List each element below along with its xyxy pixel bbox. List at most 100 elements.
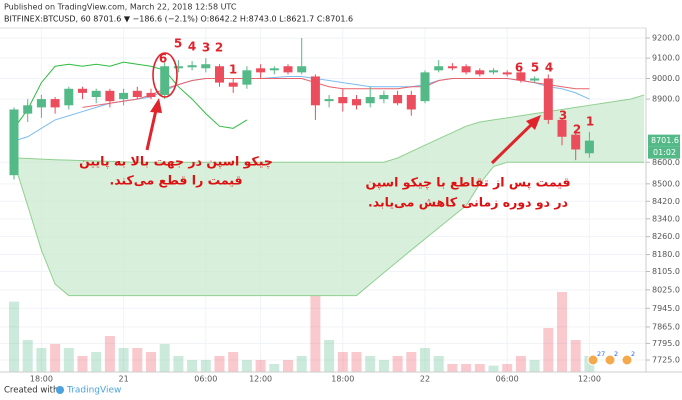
- candle-body: [283, 66, 293, 73]
- candle-body: [516, 72, 526, 81]
- candle-body: [297, 66, 307, 73]
- marker-left: 2: [215, 41, 223, 55]
- y-tick-label: 9200.0: [652, 33, 680, 42]
- volume-bar: [406, 352, 417, 372]
- volume-bar: [173, 356, 184, 372]
- y-tick-label: 8025.0: [652, 285, 680, 294]
- candle-body: [119, 92, 129, 100]
- volume-bar: [91, 352, 102, 372]
- arrow-left-head: [150, 98, 162, 113]
- marker-right: 3: [559, 109, 567, 123]
- candle-body: [201, 64, 211, 69]
- volume-bar: [283, 360, 293, 372]
- candle-body: [434, 66, 444, 71]
- volume-bar: [447, 364, 458, 372]
- x-tick-label: 21: [119, 375, 129, 384]
- volume-bar: [557, 292, 567, 372]
- candle-body: [543, 78, 553, 120]
- marker-left: 5: [174, 37, 182, 51]
- y-tick-label: 7945.0: [652, 304, 680, 313]
- volume-bar: [461, 364, 472, 372]
- marker-left: 4: [188, 40, 196, 54]
- candle-body: [132, 90, 142, 98]
- x-tick-label: 12:00: [249, 375, 272, 384]
- volume-bar: [502, 364, 513, 372]
- cloud-edge: [13, 161, 645, 297]
- plot-area: [0, 28, 646, 372]
- volume-bar: [337, 352, 348, 372]
- candle-body: [365, 97, 375, 104]
- published-text: Published on TradingView.com, March 22, …: [4, 3, 237, 12]
- candle-body: [50, 99, 60, 108]
- candle-body: [160, 66, 170, 95]
- volume-bar: [365, 356, 376, 372]
- y-tick-label: 8900.0: [652, 95, 680, 104]
- y-tick-label: 7795.0: [652, 339, 680, 348]
- volume-bar: [392, 356, 403, 372]
- candle-body: [64, 88, 74, 106]
- y-tick-label: 8600.0: [652, 158, 680, 167]
- volume-bar: [50, 344, 61, 372]
- volume-bar: [420, 348, 430, 372]
- candle-body: [23, 105, 33, 114]
- candle-body: [584, 140, 594, 154]
- volume-bar: [104, 336, 115, 372]
- marker-right: 5: [531, 61, 539, 75]
- y-tick-label: 8105.0: [652, 267, 680, 276]
- candle-body: [36, 99, 46, 108]
- last-price-box: [648, 134, 680, 147]
- volume-bar: [36, 348, 47, 372]
- note-right-line-1: قیمت پس از تقاطع با چیکو اسپن: [365, 175, 570, 190]
- footer-logo: [56, 386, 64, 394]
- candle-body: [324, 99, 334, 102]
- marker-right: 1: [586, 115, 594, 129]
- volume-bar: [543, 328, 554, 372]
- volume-bar: [433, 356, 444, 372]
- x-tick-label: 18:00: [331, 375, 354, 384]
- marker-left: 1: [229, 63, 237, 77]
- x-tick-label: 22: [420, 375, 430, 384]
- y-tick-label: 9000.0: [652, 74, 680, 83]
- countdown-label: 01:02: [653, 148, 676, 157]
- marker-left: 6: [159, 52, 167, 66]
- arrow-left: [145, 109, 158, 151]
- candle-body: [557, 119, 567, 137]
- candle-body: [352, 99, 361, 106]
- volume-bar: [269, 364, 280, 372]
- footer-brand[interactable]: TradingView: [66, 386, 121, 396]
- footer-prefix: Created with: [4, 386, 58, 396]
- cloud-edge: [13, 94, 645, 163]
- highlight-circle: [152, 52, 178, 98]
- candle-body: [447, 66, 457, 69]
- volume-bar: [324, 340, 335, 372]
- marker-right: 2: [573, 123, 581, 137]
- volume-bar: [255, 360, 266, 372]
- volume-bar: [22, 340, 33, 372]
- y-tick-label: 8420.0: [652, 197, 680, 206]
- candle-body: [379, 94, 389, 100]
- y-tick-label: 9100.0: [652, 54, 680, 63]
- candle-body: [242, 70, 252, 85]
- volume-bar: [296, 356, 307, 372]
- candle-body: [146, 92, 156, 98]
- candle-body: [420, 72, 430, 102]
- candle-body: [502, 72, 512, 75]
- badge-count: 2: [631, 350, 635, 358]
- candle-body: [9, 109, 19, 176]
- marker-right: 4: [545, 61, 553, 75]
- volume-bar: [132, 348, 143, 372]
- y-tick-label: 8340.0: [652, 214, 680, 223]
- volume-bar: [77, 356, 88, 372]
- marker-left: 3: [202, 41, 210, 55]
- indicator-line: [13, 61, 248, 129]
- note-left-line-1: چیکو اسپن در جهت بالا به پایین: [79, 154, 273, 169]
- candle-body: [173, 66, 183, 69]
- candle-body: [269, 68, 279, 71]
- candle-body: [393, 94, 403, 104]
- candle-body: [530, 78, 540, 81]
- volume-bar: [200, 360, 211, 372]
- volume-bar: [118, 348, 129, 372]
- y-tick-label: 8500.0: [652, 179, 680, 188]
- volume-bar: [570, 340, 581, 372]
